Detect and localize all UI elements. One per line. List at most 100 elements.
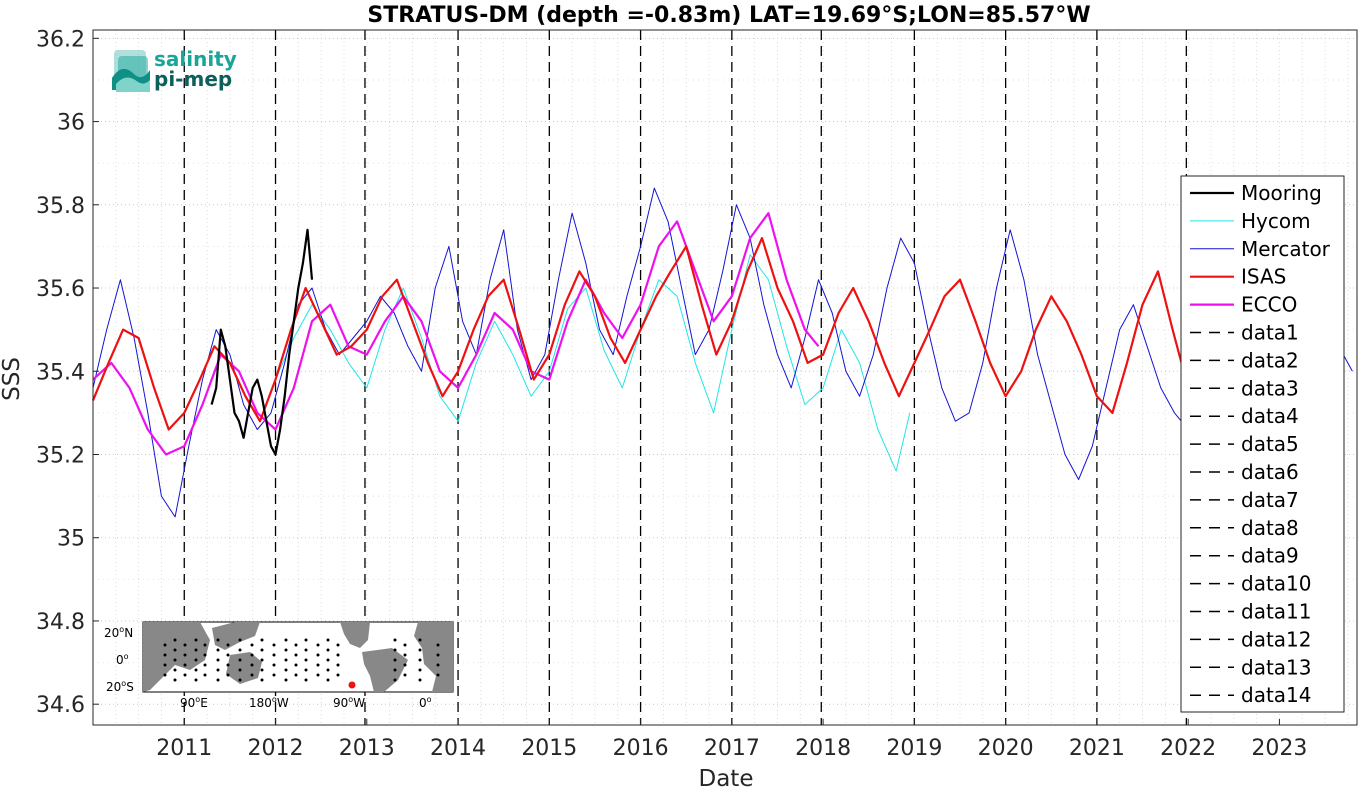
inset-mooring-dot [216, 668, 220, 672]
inset-mooring-dot [294, 643, 298, 647]
inset-mooring-dot [272, 663, 276, 667]
inset-mooring-dot [436, 673, 440, 677]
plot-frame [92, 29, 1358, 726]
inset-mooring-dot [238, 668, 242, 672]
x-tick-label: 2017 [704, 736, 760, 761]
legend-label: data11 [1241, 600, 1312, 624]
legend-label: data6 [1241, 460, 1299, 484]
salinity-pimep-logo: salinity pi-mep [112, 47, 237, 92]
inset-mooring-dot [304, 668, 308, 672]
x-tick-label: 2018 [795, 736, 851, 761]
legend-label: data8 [1241, 516, 1299, 540]
y-axis-ticks: 34.6 34.8 35 35.2 35.4 35.6 35.8 36 36.2 [36, 27, 99, 718]
legend-label: Mooring [1241, 181, 1322, 205]
inset-mooring-dot [272, 673, 276, 677]
inset-mooring-dot [316, 643, 320, 647]
inset-mooring-dot [163, 673, 167, 677]
y-tick-label: 35.8 [36, 194, 85, 219]
inset-lon-label: 90oW [333, 695, 365, 710]
inset-lat-label: 20oN [104, 625, 133, 640]
series-line-ecco [92, 212, 820, 456]
inset-mooring-dot [226, 653, 230, 657]
inset-mooring-dot [194, 668, 198, 672]
inset-lon-label: 180oW [249, 695, 289, 710]
inset-mooring-dot [260, 658, 264, 662]
inset-mooring-dot [284, 658, 288, 662]
inset-mooring-dot [272, 643, 276, 647]
chart-title: STRATUS-DM (depth =-0.83m) LAT=19.69°S;L… [367, 3, 1090, 28]
logo-line1: salinity [154, 47, 237, 71]
inset-mooring-dots [163, 638, 440, 682]
x-tick-label: 2014 [430, 736, 486, 761]
inset-mooring-dot [326, 678, 330, 682]
inset-mooring-dot [203, 643, 207, 647]
legend-label: data13 [1241, 655, 1312, 679]
inset-mooring-dot [216, 658, 220, 662]
inset-mooring-dot [194, 658, 198, 662]
inset-mooring-dot [238, 648, 242, 652]
inset-continents [143, 622, 453, 692]
y-tick-label: 35 [57, 527, 85, 552]
y-tick-label: 34.8 [36, 610, 85, 635]
inset-mooring-dot [238, 658, 242, 662]
inset-mooring-dot [250, 643, 254, 647]
inset-mooring-dot [316, 653, 320, 657]
inset-lon-label: 0o [419, 695, 432, 710]
x-axis-label: Date [699, 766, 754, 790]
inset-mooring-dot [226, 643, 230, 647]
inset-mooring-dot [316, 673, 320, 677]
inset-mooring-dot [336, 643, 340, 647]
legend-label: Hycom [1241, 209, 1311, 233]
inset-mooring-dot [260, 678, 264, 682]
inset-mooring-dot [294, 663, 298, 667]
inset-mooring-dot [418, 648, 422, 652]
inset-mooring-dot [393, 668, 397, 672]
inset-mooring-dot [238, 678, 242, 682]
inset-mooring-dot [163, 653, 167, 657]
station-location-marker [348, 681, 356, 689]
inset-mooring-dot [284, 668, 288, 672]
inset-mooring-dot [260, 638, 264, 642]
series-line-mercator [92, 187, 1353, 518]
inset-mooring-dot [216, 678, 220, 682]
inset-mooring-dot [294, 653, 298, 657]
inset-mooring-dot [194, 678, 198, 682]
legend-label: data10 [1241, 572, 1312, 596]
inset-mooring-dot [336, 663, 340, 667]
inset-mooring-dot [183, 673, 187, 677]
inset-mooring-dot [436, 663, 440, 667]
inset-mooring-dot [163, 663, 167, 667]
inset-mooring-dot [216, 638, 220, 642]
inset-mooring-dot [393, 658, 397, 662]
legend-label: data14 [1241, 683, 1312, 707]
series-lines [91, 187, 1353, 518]
inset-mooring-dot [194, 648, 198, 652]
legend-label: ECCO [1241, 293, 1297, 317]
inset-mooring-dot [284, 638, 288, 642]
inset-mooring-dot [173, 648, 177, 652]
series-line-hycom [275, 254, 911, 472]
y-tick-label: 34.6 [36, 693, 85, 718]
inset-lat-labels: 20oN 0o 20oS [104, 625, 134, 694]
inset-mooring-dot [173, 678, 177, 682]
inset-lon-label: 90oE [180, 695, 208, 710]
inset-mooring-dot [403, 643, 407, 647]
inset-mooring-dot [250, 653, 254, 657]
inset-mooring-dot [418, 638, 422, 642]
inset-mooring-dot [403, 663, 407, 667]
inset-mooring-dot [272, 653, 276, 657]
legend-label: data7 [1241, 488, 1299, 512]
x-tick-label: 2021 [1069, 736, 1125, 761]
series-line-isas [91, 237, 1190, 431]
inset-mooring-dot [403, 673, 407, 677]
x-tick-label: 2012 [248, 736, 304, 761]
inset-mooring-dot [173, 668, 177, 672]
inset-mooring-dot [226, 673, 230, 677]
legend-label: ISAS [1241, 265, 1286, 289]
x-tick-label: 2020 [978, 736, 1034, 761]
y-tick-label: 35.4 [36, 360, 85, 385]
inset-lat-label: 20oS [106, 679, 134, 694]
inset-mooring-dot [163, 643, 167, 647]
inset-mooring-dot [284, 678, 288, 682]
inset-mooring-dot [183, 643, 187, 647]
